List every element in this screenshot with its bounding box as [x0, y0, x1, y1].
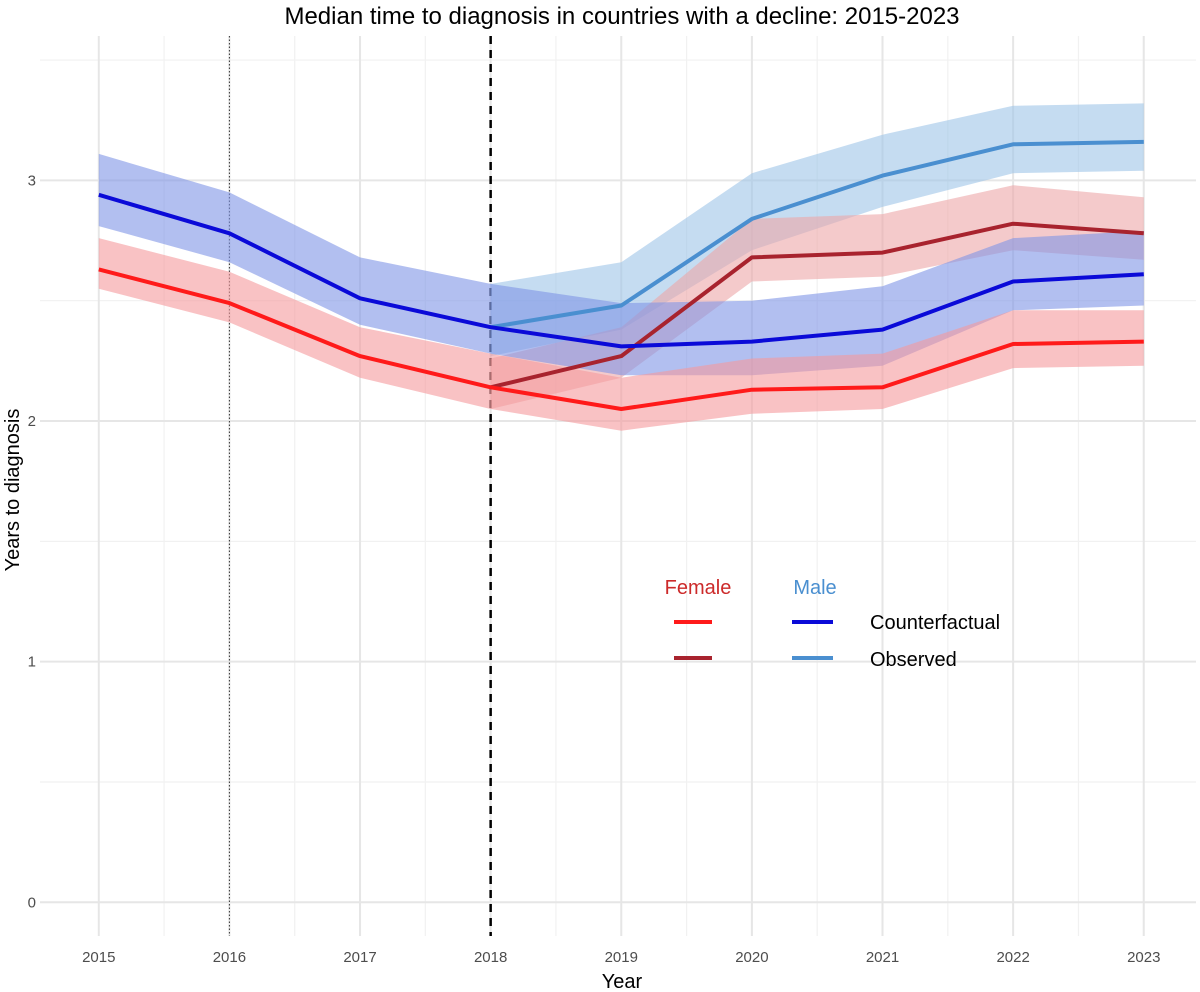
y-axis-title: Years to diagnosis: [2, 409, 24, 572]
x-tick-label: 2022: [996, 949, 1029, 966]
male-observed-band: [490, 103, 1144, 357]
legend-label-observed: Observed: [870, 649, 957, 671]
x-tick-label: 2015: [82, 949, 115, 966]
series-lines: [98, 139, 1144, 411]
female-observed-line: [490, 221, 1144, 390]
y-tick-label: 3: [28, 172, 36, 189]
male-counterfactual-band: [98, 153, 1144, 376]
x-tick-label: 2023: [1127, 949, 1160, 966]
confidence-bands: [98, 103, 1144, 431]
x-tick-label: 2016: [213, 949, 246, 966]
female-counterfactual-line: [98, 267, 1144, 411]
y-tick-label: 1: [28, 654, 36, 671]
legend-label-counterfactual: Counterfactual: [870, 612, 1000, 634]
x-axis-ticks: 2015 2016 2017 2018 2019 2020 2021 2022 2023: [82, 949, 1160, 966]
y-tick-label: 0: [28, 894, 36, 911]
x-tick-label: 2020: [735, 949, 768, 966]
legend-heading-female: Female: [665, 577, 732, 599]
legend-heading-male: Male: [793, 577, 836, 599]
reference-lines: [228, 36, 492, 936]
x-tick-label: 2018: [474, 949, 507, 966]
x-axis-title: Year: [602, 971, 643, 992]
y-tick-label: 2: [28, 413, 36, 430]
female-counterfactual-band: [98, 238, 1144, 431]
male-observed-line: [490, 139, 1144, 330]
chart-title: Median time to diagnosis in countries wi…: [284, 3, 959, 30]
male-counterfactual-line: [98, 192, 1144, 349]
x-tick-label: 2017: [343, 949, 376, 966]
x-tick-label: 2021: [866, 949, 899, 966]
x-tick-label: 2019: [605, 949, 638, 966]
y-axis-ticks: 0 1 2 3: [28, 172, 36, 911]
legend: Female Male Counterfactual Observed: [665, 577, 1000, 671]
